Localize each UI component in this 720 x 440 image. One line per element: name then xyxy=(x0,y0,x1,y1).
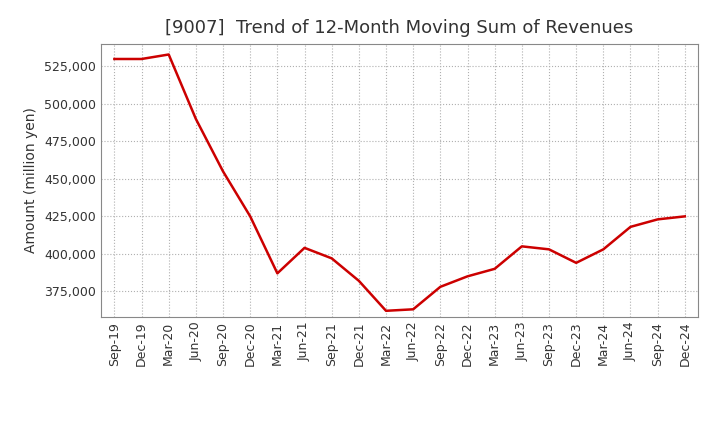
Title: [9007]  Trend of 12-Month Moving Sum of Revenues: [9007] Trend of 12-Month Moving Sum of R… xyxy=(166,19,634,37)
Y-axis label: Amount (million yen): Amount (million yen) xyxy=(24,107,38,253)
